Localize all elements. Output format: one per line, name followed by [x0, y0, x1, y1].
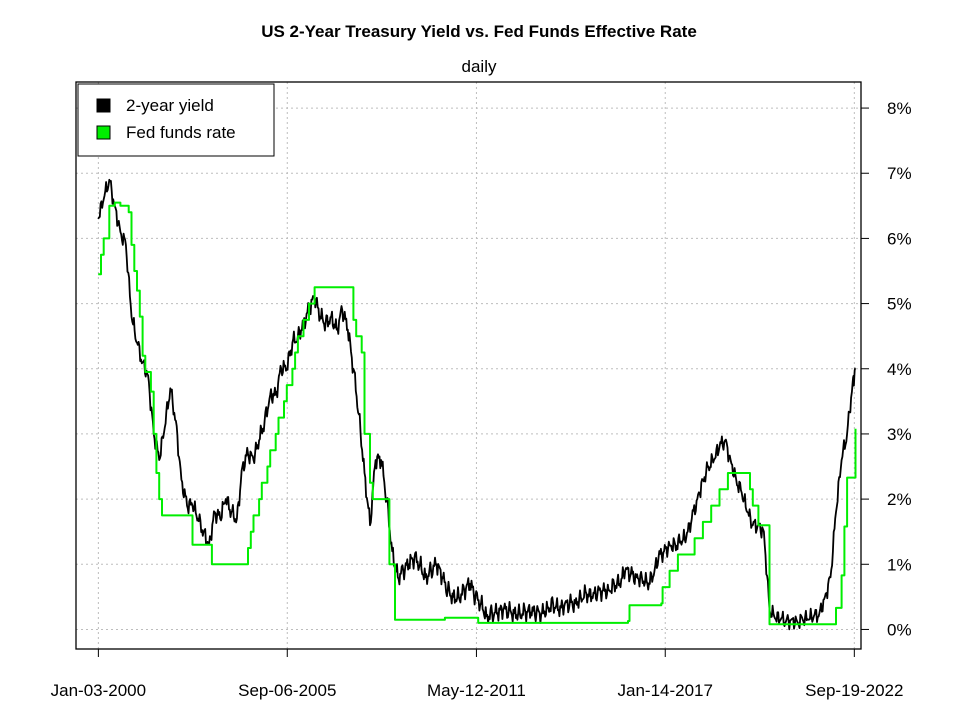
- x-tick-label: Sep-19-2022: [805, 681, 903, 700]
- series-lines: [97, 178, 857, 631]
- x-tick-label: Sep-06-2005: [238, 681, 336, 700]
- y-axis: 0% 1% 2% 3% 4% 5% 6% 7% 8%: [861, 99, 912, 639]
- legend-swatch-fed-funds-rate: [96, 125, 111, 140]
- y-tick-label: 2%: [887, 490, 912, 509]
- y-tick-label: 4%: [887, 360, 912, 379]
- legend-box: [77, 83, 275, 157]
- grid-lines: [76, 82, 861, 649]
- series-line-2-year-yield: [97, 178, 856, 631]
- chart-title: US 2-Year Treasury Yield vs. Fed Funds E…: [261, 22, 697, 41]
- legend-swatch-2-year-yield: [96, 98, 111, 113]
- y-tick-label: 7%: [887, 164, 912, 183]
- x-tick-label: May-12-2011: [427, 681, 526, 700]
- y-tick-label: 5%: [887, 295, 912, 314]
- y-tick-label: 1%: [887, 555, 912, 574]
- y-tick-label: 3%: [887, 425, 912, 444]
- legend-label-2-year-yield: 2-year yield: [126, 96, 214, 115]
- x-tick-label: Jan-03-2000: [51, 681, 146, 700]
- x-axis: Jan-03-2000 Sep-06-2005 May-12-2011 Jan-14-…: [51, 649, 903, 700]
- y-tick-label: 8%: [887, 99, 912, 118]
- chart-subtitle: daily: [461, 57, 497, 76]
- legend-label-fed-funds-rate: Fed funds rate: [126, 123, 236, 142]
- y-tick-label: 0%: [887, 620, 912, 639]
- plot-frame: [75, 81, 862, 650]
- y-tick-label: 6%: [887, 229, 912, 248]
- legend: 2-year yield Fed funds rate: [77, 83, 275, 157]
- series-line-fed-funds-rate: [98, 201, 857, 626]
- x-tick-label: Jan-14-2017: [618, 681, 713, 700]
